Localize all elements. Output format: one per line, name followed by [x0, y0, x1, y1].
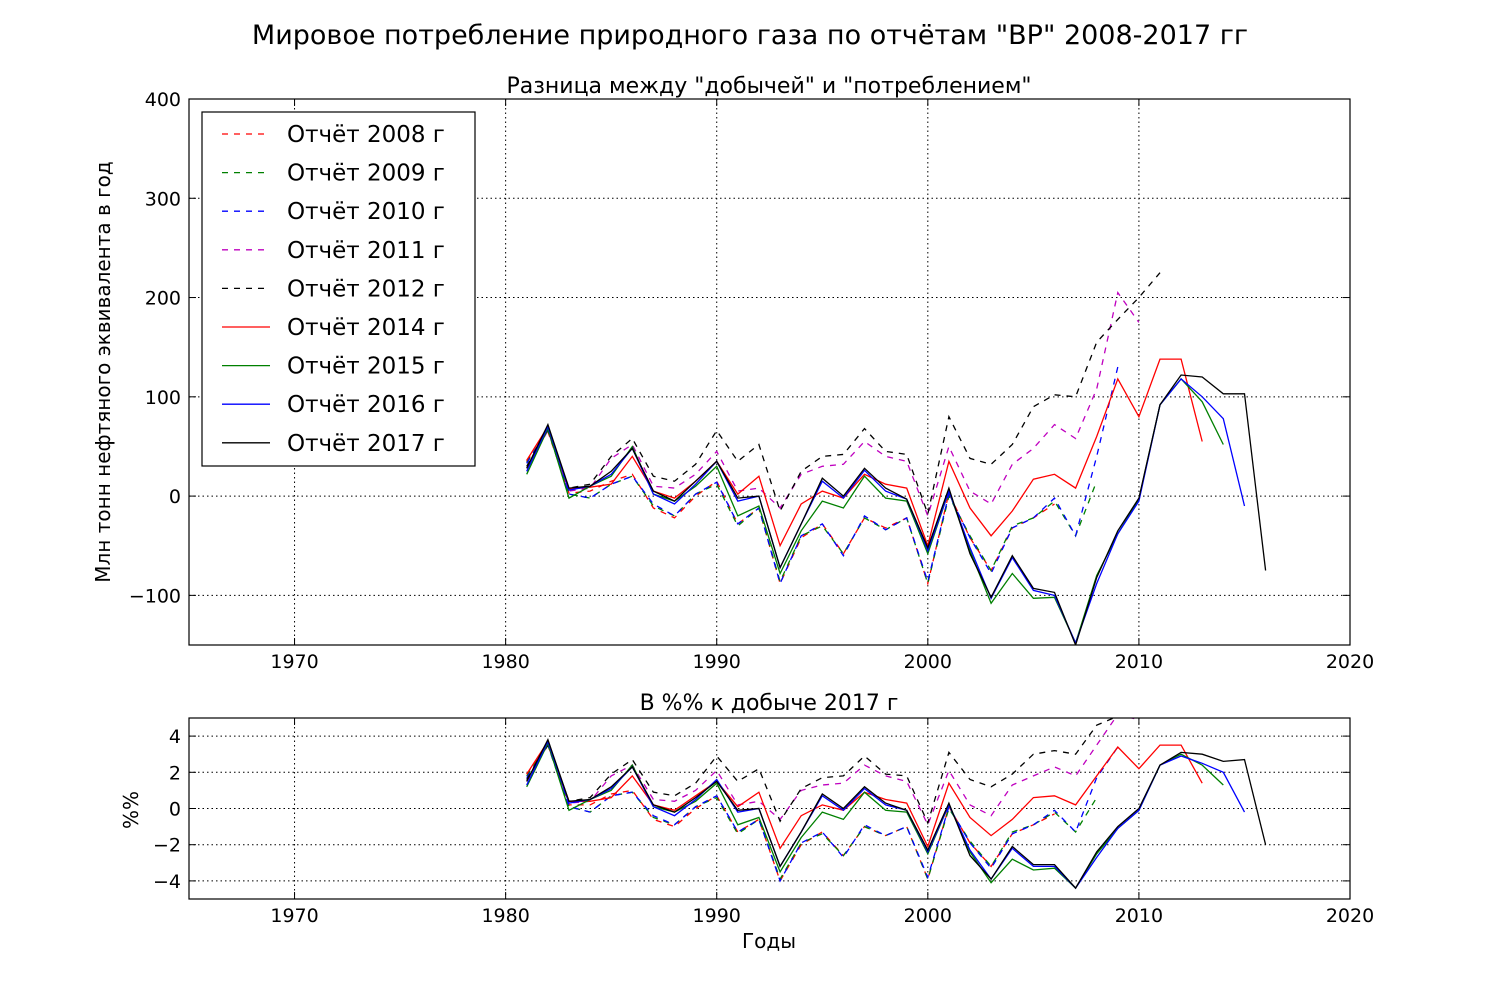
legend-label: Отчёт 2008 г — [287, 122, 445, 148]
top-y-tick-label: 0 — [169, 486, 181, 508]
top-plot-frame — [188, 98, 1351, 646]
legend-label: Отчёт 2016 г — [287, 392, 445, 418]
bottom-y-tick-label: 4 — [169, 726, 181, 748]
bottom-x-tick-label: 2020 — [1326, 905, 1374, 927]
top-series-line — [526, 291, 1140, 518]
bottom-y-tick-label: 0 — [169, 799, 181, 821]
bottom-plot-x-axis-label: Годы — [742, 929, 796, 953]
top-y-tick-label: 400 — [145, 89, 181, 111]
bottom-series-line — [526, 743, 1098, 882]
bottom-plot-y-axis-label: %% — [119, 791, 143, 829]
legend-label: Отчёт 2015 г — [287, 354, 445, 380]
top-series-line — [526, 377, 1224, 645]
bottom-x-tick-label: 2010 — [1115, 905, 1163, 927]
top-y-tick-label: 100 — [145, 387, 181, 409]
legend-label: Отчёт 2017 г — [287, 431, 445, 457]
top-x-tick-label: 2000 — [904, 651, 952, 673]
top-x-tick-label: 2020 — [1326, 651, 1374, 673]
top-series-line — [526, 358, 1203, 548]
bottom-x-tick-label: 1980 — [481, 905, 529, 927]
top-y-tick-label: 200 — [145, 288, 181, 310]
bottom-plot-ticks: 1970 1980 1990 2000 2010 2020 −4 −2 0 2 4 — [153, 718, 1374, 927]
bottom-plot-title: В %% к добыче 2017 г — [640, 691, 899, 716]
legend-label: Отчёт 2011 г — [287, 238, 445, 264]
top-x-tick-label: 1980 — [481, 651, 529, 673]
bottom-y-tick-label: 2 — [169, 762, 181, 784]
top-plot: Разница между "добычей" и "потреблением"… — [91, 74, 1374, 673]
top-plot-y-axis-label: Млн тонн нефтяного эквивалента в год — [91, 161, 115, 582]
legend-label: Отчёт 2012 г — [287, 276, 445, 302]
top-plot-series — [526, 272, 1267, 645]
legend: Отчёт 2008 г Отчёт 2009 г Отчёт 2010 г Отчё… — [201, 111, 476, 467]
bottom-plot-series — [526, 718, 1267, 890]
top-series-line — [526, 374, 1267, 645]
legend-label: Отчёт 2009 г — [287, 161, 445, 187]
figure-title: Мировое потребление природного газа по о… — [252, 20, 1248, 51]
top-y-tick-label: −100 — [129, 585, 181, 607]
bottom-plot: В %% к добыче 2017 г 1970 1980 1990 2000 201… — [119, 691, 1374, 953]
top-x-tick-label: 1990 — [693, 651, 741, 673]
bottom-x-tick-label: 1990 — [693, 905, 741, 927]
bottom-y-tick-label: −2 — [153, 835, 181, 857]
legend-label: Отчёт 2010 г — [287, 199, 445, 225]
top-series-line — [526, 377, 1246, 645]
bottom-series-line — [526, 718, 1116, 825]
top-plot-ticks: 1970 1980 1990 2000 2010 2020 −100 0 100 200 300 40… — [129, 89, 1374, 673]
bottom-series-line — [526, 718, 1140, 827]
top-y-tick-label: 300 — [145, 188, 181, 210]
bottom-series-line — [526, 740, 1203, 850]
top-series-line — [526, 366, 1119, 586]
top-x-tick-label: 2010 — [1115, 651, 1163, 673]
top-plot-title: Разница между "добычей" и "потреблением" — [506, 74, 1031, 99]
legend-label: Отчёт 2014 г — [287, 315, 445, 341]
bottom-series-line — [526, 738, 1267, 890]
bottom-y-tick-label: −4 — [153, 871, 181, 893]
bottom-x-tick-label: 2000 — [904, 905, 952, 927]
bottom-x-tick-label: 1970 — [270, 905, 318, 927]
top-x-tick-label: 1970 — [270, 651, 318, 673]
